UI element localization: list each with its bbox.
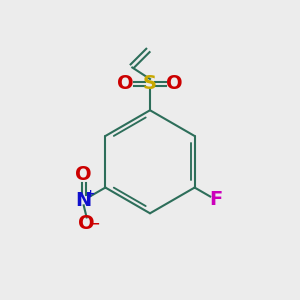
- Text: N: N: [76, 190, 92, 210]
- Text: −: −: [90, 217, 100, 230]
- Text: O: O: [78, 214, 95, 233]
- Text: O: O: [117, 74, 134, 93]
- Text: S: S: [143, 74, 157, 93]
- Text: O: O: [75, 165, 92, 184]
- Text: O: O: [167, 74, 183, 93]
- Text: +: +: [85, 189, 95, 199]
- Text: F: F: [209, 190, 222, 209]
